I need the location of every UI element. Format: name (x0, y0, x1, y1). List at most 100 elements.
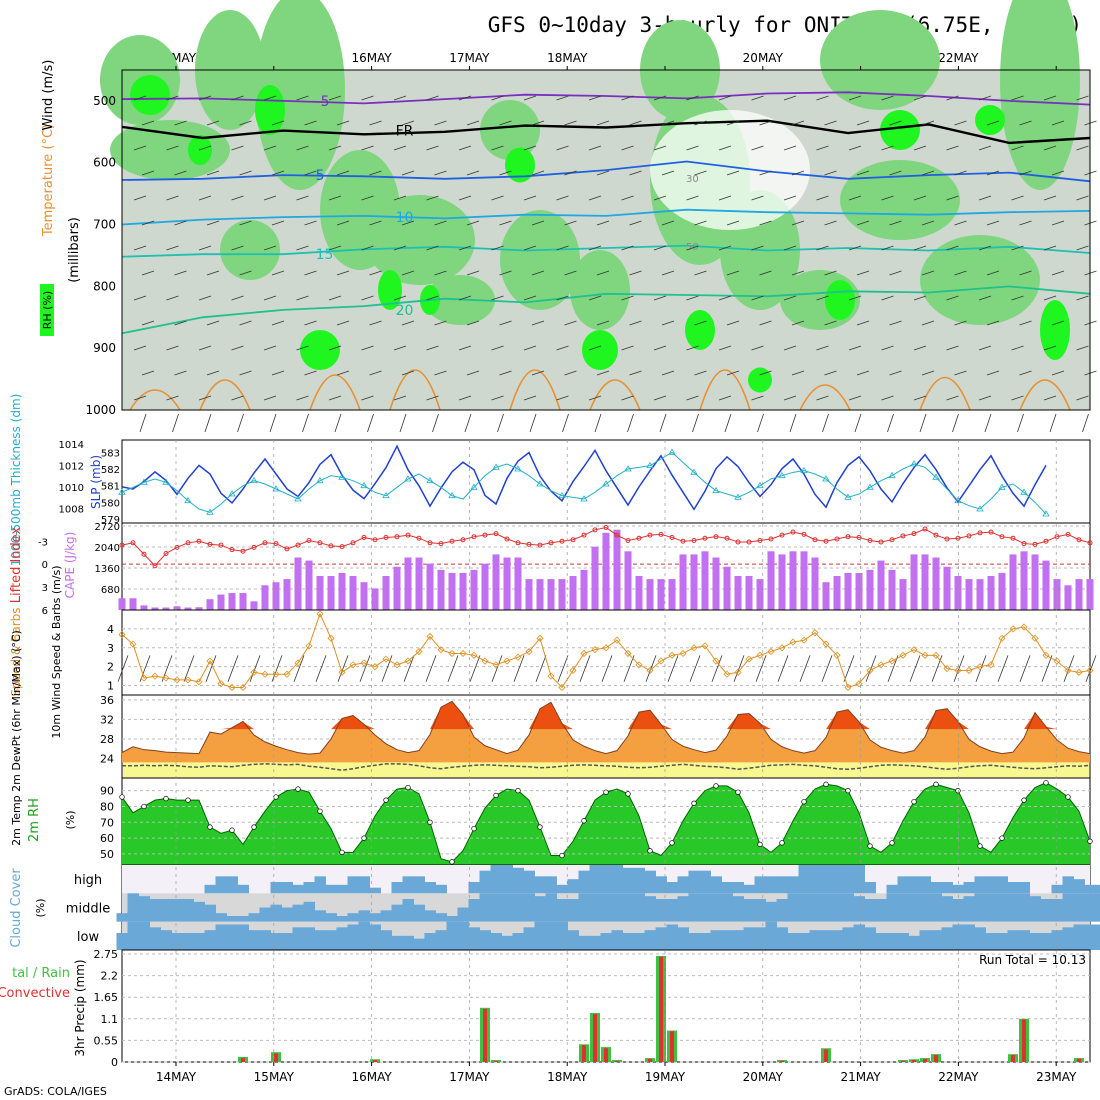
cape-bar (415, 557, 423, 610)
upper-wind-barb (141, 370, 155, 376)
cape-bar (679, 554, 687, 610)
li-marker (229, 547, 235, 553)
wind-speed-marker (910, 646, 918, 654)
isotherm-warm-cell (799, 384, 851, 411)
upper-wind-barb (523, 295, 537, 301)
li-marker (757, 538, 763, 544)
thickness-marker (118, 488, 126, 495)
upper-wind-barb (978, 345, 992, 351)
rh-marker (713, 783, 719, 789)
cloud-layer-label: middle (66, 902, 110, 917)
sfc-wind-barb (293, 655, 305, 682)
cape-bar (668, 579, 676, 610)
cloud-bar (732, 930, 744, 950)
upper-wind-barb (1011, 145, 1024, 151)
sfc-wind-barb (777, 655, 789, 682)
thickness-marker (800, 466, 808, 474)
upper-wind-barb (206, 370, 220, 376)
cloud-bar (721, 882, 733, 894)
isotherm-15 (121, 244, 1091, 258)
upper-wind-barb (401, 320, 415, 326)
upper-wind-barb (263, 195, 277, 201)
cape-bar (195, 607, 203, 610)
upper-wind-barb (978, 95, 992, 101)
li-marker (240, 548, 246, 554)
upper-wind-barb (946, 245, 959, 251)
thickness-marker (888, 471, 896, 479)
upper-wind-barb (726, 270, 740, 276)
upper-wind-barb (491, 395, 504, 401)
cloud-bar (864, 899, 876, 922)
rh-marker (537, 824, 543, 830)
upper-wind-barb (304, 220, 317, 226)
wind-speed-marker (360, 659, 368, 667)
rh-mid-patch (570, 250, 630, 330)
cape-bar (701, 551, 709, 610)
cape-bar (118, 598, 126, 610)
cloud-bar (556, 899, 568, 922)
upper-wind-barb (889, 220, 902, 226)
upper-wind-barb (694, 320, 707, 326)
cloud-bar (479, 930, 491, 950)
cloud-bar (435, 884, 447, 894)
li-marker (427, 540, 433, 546)
upper-wind-barb (889, 270, 902, 276)
li-marker (999, 534, 1005, 540)
cloud-bar (743, 927, 755, 950)
sfc-wind-barb (887, 655, 899, 682)
upper-wind-barb (166, 145, 179, 151)
li-marker (317, 540, 323, 546)
cape-bar (690, 554, 698, 610)
thickness-axis-label: 1000-500mb Thickness (dm) (9, 394, 23, 567)
cloud-bar (127, 921, 139, 950)
upper-wind-barb (206, 270, 220, 276)
thickness-marker (844, 493, 852, 500)
wind-speed-marker (228, 683, 236, 692)
upper-wind-barb (621, 195, 634, 201)
precip-convective-bar (582, 1045, 586, 1062)
wind-speed-marker (1053, 657, 1061, 665)
li-marker (625, 538, 631, 544)
thickness-marker (1042, 510, 1050, 517)
sfc-wind-barb (733, 655, 745, 682)
upper-wind-barb (783, 95, 797, 101)
li-marker (416, 535, 422, 541)
cloud-bar (358, 876, 370, 894)
thickness-marker (712, 486, 720, 494)
temp-tick-label: 32 (100, 713, 114, 726)
cloud-bar (963, 896, 975, 922)
rh-high-patch (975, 105, 1005, 135)
cloud-bar (435, 913, 447, 922)
upper-wind-barb (978, 395, 992, 401)
upper-wind-barb (198, 345, 212, 351)
thickness-marker (360, 481, 368, 489)
cloud-bar (754, 899, 766, 922)
thickness-marker (470, 483, 478, 490)
thickness-marker (250, 476, 258, 484)
cloud-bar (182, 899, 194, 922)
rh-marker (977, 843, 983, 849)
thickness-marker (690, 468, 698, 475)
upper-wind-barb (986, 120, 1000, 126)
wind-speed-marker (767, 647, 775, 656)
cloud-bar (292, 884, 304, 894)
rh-marker (229, 827, 235, 833)
upper-wind-barb (458, 195, 472, 201)
upper-wind-barb (954, 170, 967, 176)
upper-wind-barb (653, 145, 667, 151)
upper-wind-barb (198, 245, 212, 251)
wind-speed-marker (129, 640, 137, 648)
rh-mid-patch (220, 220, 280, 280)
cape-bar (800, 551, 808, 610)
cape-bar (206, 599, 214, 610)
upper-wind-barb (393, 245, 407, 251)
rh-marker (999, 835, 1005, 841)
cloud-bar (787, 933, 799, 950)
upper-wind-barb (921, 370, 935, 376)
rh-marker (295, 786, 301, 792)
upper-wind-barb (166, 95, 179, 101)
upper-wind-barb (726, 320, 740, 326)
wind-speed-marker (1031, 634, 1039, 642)
cloud-bar (699, 893, 711, 922)
rh-marker (163, 795, 169, 802)
